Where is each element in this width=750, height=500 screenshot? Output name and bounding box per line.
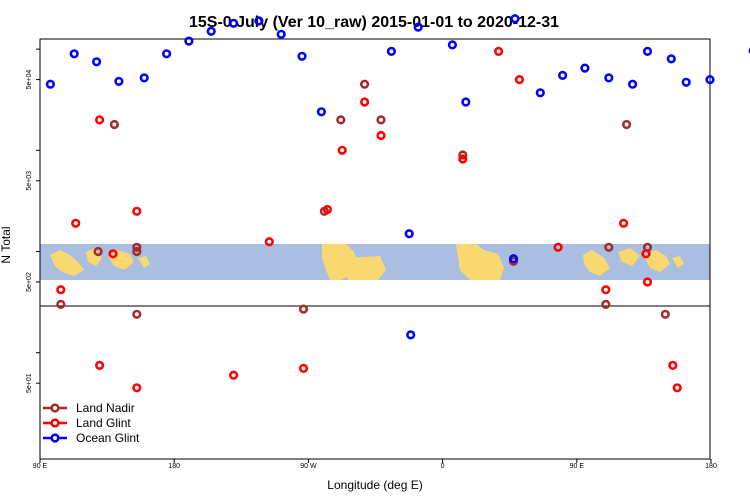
data-point-land-glint <box>56 285 66 295</box>
legend-marker <box>50 403 60 413</box>
data-point-land-glint <box>94 360 105 371</box>
data-point-land-glint <box>132 206 142 216</box>
data-point-ocean-glint <box>510 14 520 24</box>
x-axis: 90 E 180 90 W 0 90 E 180 <box>33 459 717 470</box>
data-point-land-nadir <box>376 115 386 125</box>
data-point-ocean-glint <box>206 26 216 36</box>
x-tick-label: 90 E <box>570 463 585 470</box>
data-point-ocean-glint <box>681 77 691 87</box>
data-point-land-glint <box>618 218 629 228</box>
data-point-land-glint <box>458 154 468 164</box>
data-point-ocean-glint <box>580 63 590 73</box>
data-point-land-glint <box>298 363 309 374</box>
data-point-ocean-glint <box>461 97 471 107</box>
data-point-land-nadir <box>132 246 142 257</box>
legend-marker <box>50 433 60 443</box>
data-point-ocean-glint <box>139 73 149 83</box>
world-map-band <box>40 244 710 280</box>
data-point-land-glint <box>672 383 682 393</box>
data-point-ocean-glint <box>406 330 416 340</box>
data-point-ocean-glint <box>508 254 519 264</box>
data-point-ocean-glint <box>627 79 638 89</box>
x-tick-label: 180 <box>168 463 180 470</box>
data-point-ocean-glint <box>316 107 327 117</box>
data-point-land-nadir <box>660 309 670 319</box>
data-point-ocean-glint <box>229 18 239 28</box>
data-points <box>45 14 750 393</box>
data-point-ocean-glint <box>162 49 172 59</box>
data-point-land-nadir <box>360 79 370 89</box>
data-point-ocean-glint <box>404 229 414 239</box>
data-point-land-glint <box>337 145 347 155</box>
x-axis-title: Longitude (deg E) <box>327 478 422 492</box>
data-point-ocean-glint <box>69 49 79 59</box>
data-point-ocean-glint <box>297 51 307 61</box>
data-point-ocean-glint <box>666 54 676 64</box>
data-point-land-nadir <box>109 119 119 130</box>
data-point-land-glint <box>642 277 653 287</box>
data-point-ocean-glint <box>91 57 102 67</box>
data-point-ocean-glint <box>535 88 545 98</box>
data-point-land-nadir <box>336 115 346 125</box>
plot-frame <box>39 38 711 460</box>
legend-label: Land Glint <box>76 416 131 430</box>
data-point-ocean-glint <box>557 70 568 80</box>
data-point-land-nadir <box>458 150 468 160</box>
data-point-land-nadir <box>298 304 309 314</box>
data-point-land-nadir <box>56 299 66 310</box>
data-point-land-glint <box>94 115 105 125</box>
data-point-land-nadir <box>621 119 632 130</box>
data-point-land-glint <box>601 285 611 295</box>
data-point-land-glint <box>514 74 525 85</box>
data-point-ocean-glint <box>642 46 653 57</box>
y-tick-label: 5e+04 <box>26 70 33 90</box>
chart-title: 15S-0 July (Ver 10_raw) 2015-01-01 to 20… <box>189 14 559 31</box>
x-tick-label: 90 W <box>300 463 317 470</box>
y-tick-label: 5e+02 <box>26 272 33 292</box>
x-tick-label: 180 <box>705 463 717 470</box>
data-point-land-nadir <box>132 309 142 319</box>
legend-marker <box>50 418 60 428</box>
data-point-land-glint <box>132 383 142 393</box>
data-point-land-glint <box>108 249 118 259</box>
data-point-ocean-glint <box>386 46 397 57</box>
legend-label: Land Nadir <box>76 401 135 415</box>
data-point-ocean-glint <box>447 40 458 50</box>
data-point-land-glint <box>264 237 274 247</box>
data-point-ocean-glint <box>184 36 194 46</box>
data-point-land-nadir <box>93 246 103 257</box>
data-point-ocean-glint <box>114 76 124 86</box>
data-point-land-glint <box>641 249 651 259</box>
y-tick-label: 5e+01 <box>26 373 33 393</box>
data-point-ocean-glint <box>705 74 715 85</box>
data-point-land-glint <box>360 97 370 107</box>
y-axis-title: N Total <box>0 226 13 263</box>
data-point-ocean-glint <box>254 16 264 26</box>
x-tick-label: 0 <box>441 463 445 470</box>
data-point-land-glint <box>229 370 239 380</box>
data-point-land-glint <box>71 218 81 228</box>
data-point-land-glint <box>376 130 386 141</box>
legend-label: Ocean Glint <box>76 431 140 445</box>
y-tick-label: 5e+03 <box>26 171 33 191</box>
data-point-land-glint <box>553 242 563 252</box>
y-axis: 5e+01 5e+02 5e+03 5e+04 <box>26 48 40 393</box>
data-point-land-nadir <box>132 242 142 252</box>
data-point-ocean-glint <box>413 22 423 32</box>
data-point-ocean-glint <box>604 73 614 83</box>
data-point-land-glint <box>494 46 504 57</box>
data-point-ocean-glint <box>45 79 56 89</box>
data-point-land-glint <box>322 204 333 215</box>
data-point-land-nadir <box>604 242 614 252</box>
data-point-land-nadir <box>601 299 611 310</box>
data-point-ocean-glint <box>276 29 286 39</box>
data-point-land-glint <box>668 360 678 371</box>
x-tick-label: 90 E <box>33 463 48 470</box>
